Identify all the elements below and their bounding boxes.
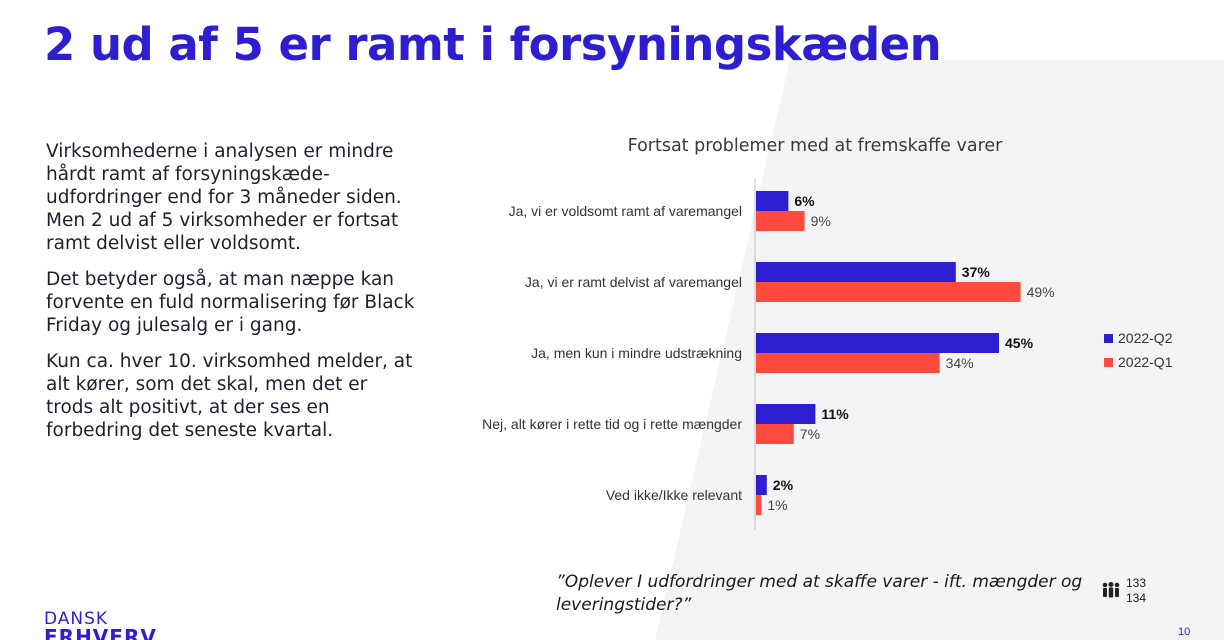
bar-2022-q1 bbox=[756, 424, 794, 444]
page-number: 10 bbox=[1178, 626, 1191, 638]
paragraph-2: Det betyder også, at man næppe kan forve… bbox=[46, 269, 415, 336]
data-label-2022-q2: 45% bbox=[1005, 335, 1034, 351]
sample-n1: 133 bbox=[1126, 576, 1147, 590]
chart-legend: 2022-Q2 2022-Q1 bbox=[1104, 330, 1172, 378]
bar-2022-q2 bbox=[756, 404, 816, 424]
data-label-2022-q2: 11% bbox=[821, 406, 849, 422]
survey-question: ”Oplever I udfordringer med at skaffe va… bbox=[556, 572, 1083, 615]
data-label-2022-q1: 34% bbox=[946, 355, 974, 371]
data-label-2022-q2: 6% bbox=[794, 193, 815, 209]
paragraph-1: Virksomhederne i analysen er mindre hård… bbox=[46, 141, 402, 254]
people-icon bbox=[1102, 582, 1120, 598]
data-label-2022-q1: 1% bbox=[767, 497, 787, 513]
bar-2022-q2 bbox=[756, 191, 789, 211]
legend-item-q1: 2022-Q1 bbox=[1104, 354, 1172, 370]
sample-n2: 134 bbox=[1126, 591, 1147, 605]
data-label-2022-q2: 2% bbox=[773, 477, 794, 493]
legend-swatch-q2 bbox=[1104, 333, 1113, 343]
data-label-2022-q1: 49% bbox=[1027, 284, 1055, 300]
bar-2022-q1 bbox=[756, 211, 805, 231]
bar-2022-q2 bbox=[756, 262, 956, 282]
data-label-2022-q1: 7% bbox=[800, 426, 820, 442]
bar-2022-q1 bbox=[756, 495, 762, 515]
logo-line-1: DANSK bbox=[44, 610, 109, 629]
bar-2022-q2 bbox=[756, 333, 999, 353]
page-title: 2 ud af 5 er ramt i forsyningskæden bbox=[44, 18, 942, 71]
paragraph-3: Kun ca. hver 10. virksomhed melder, at a… bbox=[46, 351, 413, 441]
bar-2022-q2 bbox=[756, 475, 767, 495]
bar-2022-q1 bbox=[756, 353, 940, 373]
legend-label-q2: 2022-Q2 bbox=[1118, 330, 1173, 346]
data-label-2022-q2: 37% bbox=[962, 264, 991, 280]
bar-2022-q1 bbox=[756, 282, 1021, 302]
legend-label-q1: 2022-Q1 bbox=[1118, 354, 1173, 370]
logo: DANSK ERHVERV bbox=[44, 610, 174, 640]
category-label: Nej, alt kører i rette tid og i rette mæ… bbox=[482, 416, 742, 432]
body-text: Virksomhederne i analysen er mindre hård… bbox=[46, 140, 416, 455]
data-label-2022-q1: 9% bbox=[811, 213, 831, 229]
chart-title: Fortsat problemer med at fremskaffe vare… bbox=[627, 136, 1003, 156]
category-label: Ja, vi er ramt delvist af varemangel bbox=[525, 274, 742, 290]
legend-swatch-q1 bbox=[1104, 357, 1113, 367]
category-label: Ved ikke/Ikke relevant bbox=[606, 487, 742, 503]
sample-size: 133 134 bbox=[1100, 576, 1146, 606]
category-label: Ja, men kun i mindre udstrækning bbox=[531, 345, 742, 361]
legend-item-q2: 2022-Q2 bbox=[1104, 330, 1172, 346]
logo-line-2: ERHVERV bbox=[44, 625, 157, 640]
category-label: Ja, vi er voldsomt ramt af varemangel bbox=[509, 203, 742, 219]
